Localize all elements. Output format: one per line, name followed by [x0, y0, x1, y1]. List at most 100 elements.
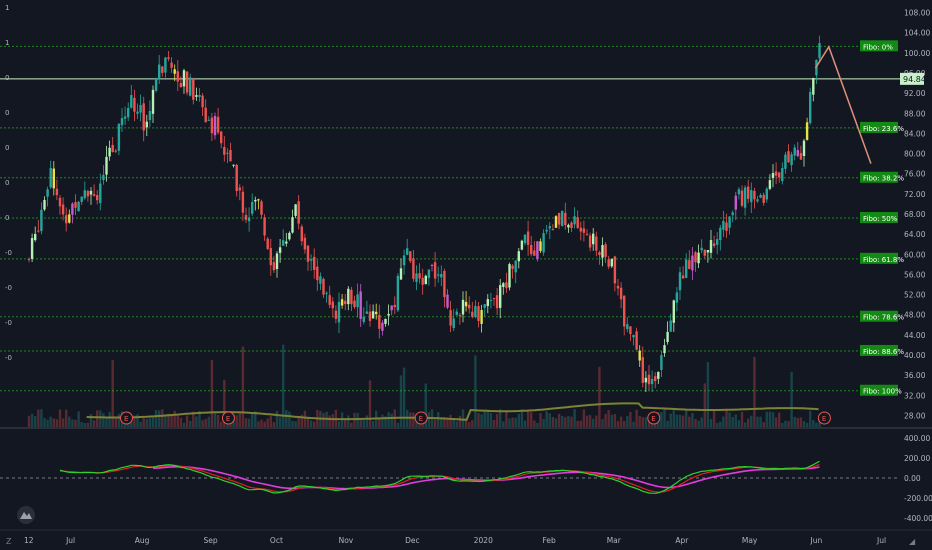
time-axis[interactable]: 12 Jul Aug Sep Oct Nov Dec 2020 Feb Mar Apr May Jun J… [24, 536, 886, 545]
candle-body [712, 243, 716, 246]
volume-bar [678, 414, 682, 427]
volume-bar [809, 410, 812, 427]
volume-bar [539, 413, 542, 427]
volume-bar [514, 417, 517, 427]
volume-bar [136, 414, 139, 427]
candle-body [809, 91, 812, 124]
candle-body [802, 140, 806, 156]
earnings-marker[interactable] [647, 411, 661, 425]
volume-bar [753, 356, 756, 427]
volume-bar [666, 420, 669, 427]
candle-body [182, 70, 186, 87]
candle-body [530, 245, 533, 255]
volume-bar [446, 419, 449, 427]
fib-label-bg [860, 344, 898, 356]
volume-bar [359, 418, 362, 427]
macd-axis[interactable]: 400.00 200.00 0.00 -200.00 -400.00 [904, 434, 932, 523]
volume-bar [111, 360, 114, 427]
candle-body [77, 201, 80, 212]
earnings-marker[interactable] [817, 411, 831, 425]
candlesticks [27, 35, 821, 393]
volume-bar [251, 413, 254, 427]
candle-body [495, 295, 499, 309]
candle-body [189, 77, 192, 96]
candle-body [30, 238, 34, 259]
volume-bar [480, 414, 483, 427]
volume-bar [502, 421, 505, 427]
candle-body [548, 226, 551, 229]
price-tick-label: 44.00 [904, 331, 926, 340]
candle-body [306, 245, 310, 262]
volume-bar [83, 422, 86, 427]
price-tick-label: 100.00 [904, 49, 930, 58]
candle-body [161, 66, 164, 73]
volume-bar [489, 412, 493, 427]
candle-body [793, 147, 796, 156]
candle-body [747, 186, 750, 199]
candle-body [195, 95, 198, 97]
candle-body [551, 229, 555, 231]
fibonacci-levels: Fibo: 0% Fibo: 23.6% Fibo: 38.2% Fibo: 50% F… [0, 40, 904, 396]
volume-bar [92, 420, 96, 427]
candle-body [309, 259, 313, 261]
candle-body [660, 355, 663, 370]
volume-bar [216, 414, 220, 427]
volume-bar [291, 420, 294, 427]
earnings-marker[interactable] [221, 411, 235, 425]
volume-bar [815, 422, 818, 427]
candle-body [681, 275, 685, 279]
volume-bar [328, 415, 331, 427]
macd-pane[interactable] [0, 460, 900, 494]
volume-bar [145, 419, 148, 427]
fib-label: Fibo: 78.6% [863, 314, 904, 322]
volume-bar [433, 419, 437, 427]
left-tick-label: 0 [5, 74, 9, 82]
volume-bar [282, 344, 285, 427]
candle-body [536, 241, 539, 260]
candle-body [384, 318, 387, 324]
fib-label-bg [860, 252, 898, 264]
candle-body [526, 231, 530, 245]
macd-line [59, 460, 820, 494]
candle-body [790, 154, 793, 166]
candle-body [288, 232, 291, 240]
volume-bar [461, 409, 465, 427]
candle-body [322, 278, 325, 295]
candle-body [365, 311, 369, 314]
candle-body [579, 227, 582, 232]
volume-bar [368, 380, 372, 427]
candle-body [700, 247, 703, 251]
volume-bar [694, 418, 697, 427]
scale-icon[interactable]: ◢ [909, 537, 916, 546]
candle-body [607, 259, 610, 267]
candle-body [663, 345, 666, 354]
earnings-marker[interactable] [119, 411, 133, 425]
volume-bar [381, 414, 384, 427]
price-pane[interactable]: Fibo: 0% Fibo: 23.6% Fibo: 38.2% Fibo: 50% F… [0, 35, 904, 427]
candle-body [784, 154, 787, 169]
volume-bar [356, 413, 359, 427]
candle-body [492, 298, 496, 300]
candle-body [669, 320, 672, 332]
candle-body [114, 150, 117, 152]
candle-body [805, 122, 809, 140]
candle-body [300, 226, 303, 242]
earnings-marker[interactable] [414, 411, 428, 425]
price-tick-label: 68.00 [904, 210, 926, 219]
projection-line [814, 45, 872, 164]
candle-body [573, 216, 576, 225]
time-tick-label: Nov [339, 536, 354, 545]
candle-body [595, 236, 598, 251]
candle-body [517, 251, 520, 262]
candle-body [278, 247, 282, 253]
timezone-icon[interactable]: Z [6, 537, 12, 546]
volume-bar [409, 412, 412, 427]
candle-body [204, 107, 207, 123]
logo-badge[interactable] [17, 506, 35, 524]
candle-body [158, 64, 161, 80]
candle-body [818, 43, 821, 59]
price-tick-label: 32.00 [904, 391, 926, 400]
candle-body [545, 229, 548, 232]
